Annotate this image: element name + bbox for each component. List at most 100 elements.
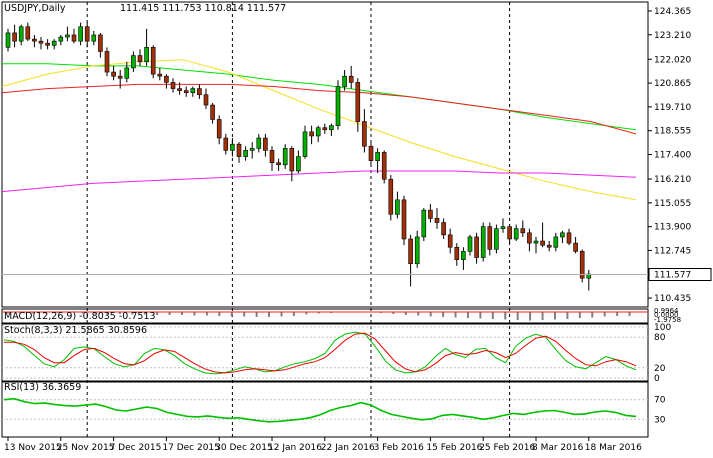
candle-up xyxy=(335,86,341,126)
date-tick-label: 13 Nov 2015 xyxy=(4,443,62,453)
candle-down xyxy=(401,199,407,240)
candle-down xyxy=(98,34,103,52)
candle-down xyxy=(111,71,116,77)
date-tick-label: 7 Dec 2015 xyxy=(110,443,162,453)
candle-up xyxy=(18,26,24,42)
osc-tick-label: 20 xyxy=(654,364,666,374)
candle-down xyxy=(388,178,394,215)
candle-down xyxy=(322,127,328,131)
price-tick-label: 115.055 xyxy=(654,199,691,209)
candle-down xyxy=(210,104,215,120)
price-tick-label: 117.400 xyxy=(654,151,691,161)
candle-up xyxy=(395,199,400,215)
candle-up xyxy=(131,55,136,69)
candle-up xyxy=(296,156,301,172)
date-tick-label: 12 Jan 2016 xyxy=(268,443,322,453)
macd-tick-label: 0.0000 xyxy=(654,311,679,319)
price-tick-label: 122.020 xyxy=(654,55,691,65)
candle-up xyxy=(560,232,565,238)
candle-up xyxy=(315,127,321,137)
price-tick-label: 116.210 xyxy=(654,175,691,185)
candle-down xyxy=(355,82,361,122)
date-tick-label: 18 Mar 2016 xyxy=(585,443,642,453)
candle-up xyxy=(500,226,506,229)
candle-down xyxy=(289,148,295,172)
candle-down xyxy=(236,143,242,157)
candle-down xyxy=(197,88,202,96)
candle-down xyxy=(164,75,169,83)
candle-up xyxy=(51,40,57,46)
price-tick-label: 123.210 xyxy=(654,31,691,41)
candle-down xyxy=(408,238,413,265)
price-tick-label: 118.555 xyxy=(654,127,691,137)
candle-up xyxy=(342,75,347,87)
candle-down xyxy=(348,75,354,83)
candle-up xyxy=(58,36,64,42)
osc-tick-label: 80 xyxy=(654,333,666,343)
candle-down xyxy=(540,240,545,246)
macd-histogram xyxy=(2,311,648,321)
candle-down xyxy=(104,51,110,73)
candle-down xyxy=(441,222,446,236)
candle-down xyxy=(117,75,123,79)
price-tick-label: 120.865 xyxy=(654,79,691,89)
osc-series-line-0 xyxy=(3,331,637,375)
candle-down xyxy=(428,209,433,219)
main-symbol-label: USDJPY,Daily xyxy=(4,3,66,14)
panel-frames xyxy=(1,1,649,438)
candle-up xyxy=(461,251,466,260)
candle-down xyxy=(170,82,176,89)
candle-up xyxy=(249,148,255,151)
date-tick-label: 15 Feb 2016 xyxy=(426,443,482,453)
candle-down xyxy=(269,150,275,164)
candle-down xyxy=(263,137,268,151)
candle-down xyxy=(573,242,578,252)
macd-title: MACD(12,26,9) -0.8035 -0.7513 xyxy=(4,311,156,322)
candle-up xyxy=(553,236,559,248)
macd-tick-label: -1.9758 xyxy=(654,316,681,324)
price-candles xyxy=(5,22,592,291)
candle-up xyxy=(513,228,519,240)
candle-down xyxy=(579,251,585,279)
candle-up xyxy=(414,236,420,265)
osc-tick-label: 30 xyxy=(654,415,666,425)
candle-down xyxy=(32,38,37,42)
date-tick-label: 25 Nov 2015 xyxy=(57,443,115,453)
candle-down xyxy=(381,152,387,180)
date-tick-label: 8 Mar 2016 xyxy=(532,443,584,453)
price-marker-box xyxy=(648,268,712,282)
candle-down xyxy=(45,42,50,46)
candle-up xyxy=(421,209,427,238)
candle-down xyxy=(434,218,440,223)
candle-up xyxy=(5,32,11,48)
candle-up xyxy=(78,26,83,42)
moving-average-line-0 xyxy=(2,63,637,131)
candle-down xyxy=(546,244,552,248)
candle-down xyxy=(71,34,77,42)
date-tick-label: 22 Jan 2016 xyxy=(321,443,375,453)
candle-down xyxy=(223,137,229,151)
candle-down xyxy=(12,32,17,42)
panel-frame-macd xyxy=(1,308,649,324)
candle-up xyxy=(467,236,473,252)
candle-down xyxy=(520,228,526,234)
osc-series-line-0 xyxy=(3,397,637,423)
candle-down xyxy=(474,236,479,258)
candle-down xyxy=(38,40,44,44)
price-tick-label: 124.365 xyxy=(654,7,691,17)
panel-frame-rsi xyxy=(1,381,649,438)
moving-average-line-3 xyxy=(1,170,637,193)
price-tick-label: 113.900 xyxy=(654,223,691,233)
candle-down xyxy=(566,232,572,244)
osc-tick-label: 0 xyxy=(654,374,660,384)
candle-up xyxy=(91,34,97,42)
candle-up xyxy=(494,228,499,250)
panel-frame-stoch xyxy=(1,323,649,382)
candle-down xyxy=(487,226,493,250)
candle-down xyxy=(203,94,209,106)
candle-down xyxy=(84,26,90,42)
candle-up xyxy=(65,34,70,38)
candle-up xyxy=(256,137,262,149)
candle-up xyxy=(375,152,380,161)
date-tick-label: 3 Feb 2016 xyxy=(374,443,425,453)
